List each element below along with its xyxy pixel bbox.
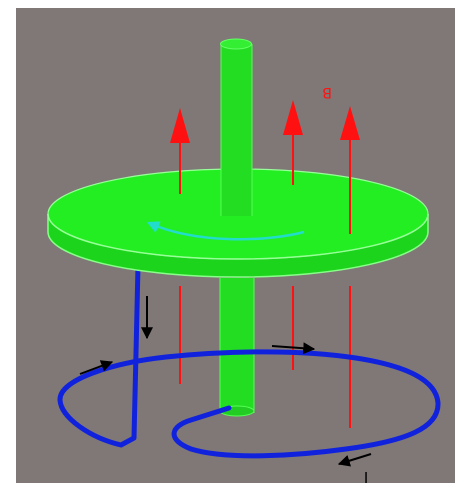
field-lines-above — [170, 100, 360, 234]
current-label: I — [364, 468, 368, 483]
current-arrows — [79, 296, 372, 467]
field-arrow-icon — [170, 108, 190, 143]
current-wire — [57, 263, 441, 459]
field-arrow-icon — [340, 106, 360, 140]
axle-lower — [219, 278, 255, 417]
field-label: B — [322, 84, 332, 100]
axle-upper — [220, 38, 253, 216]
field-arrow-icon — [283, 100, 303, 135]
current-arrow-icon — [271, 342, 316, 355]
current-arrow-icon — [79, 360, 114, 375]
rotation-arrow-icon — [146, 221, 305, 241]
faraday-disk-diagram: B I — [16, 8, 455, 483]
current-arrow-icon — [337, 453, 372, 467]
